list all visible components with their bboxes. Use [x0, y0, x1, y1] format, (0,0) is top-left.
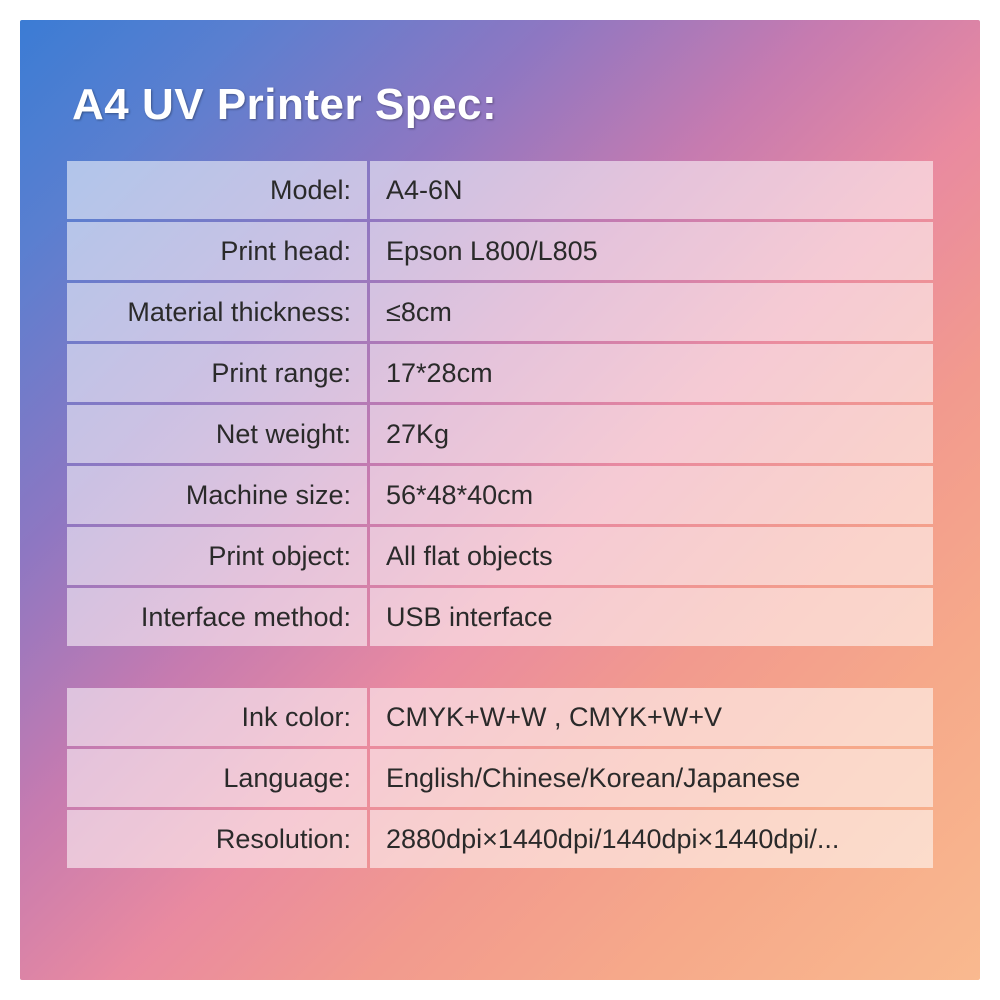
- spec-label: Print range:: [67, 344, 367, 402]
- spec-card: A4 UV Printer Spec: Model: A4-6N Print h…: [20, 20, 980, 980]
- spec-label: Ink color:: [67, 688, 367, 746]
- table-row: Language: English/Chinese/Korean/Japanes…: [67, 749, 933, 807]
- spec-label: Print head:: [67, 222, 367, 280]
- spec-label: Net weight:: [67, 405, 367, 463]
- page-title: A4 UV Printer Spec:: [72, 80, 936, 130]
- spec-value: CMYK+W+W , CMYK+W+V: [370, 688, 933, 746]
- spec-value: 56*48*40cm: [370, 466, 933, 524]
- table-row: Model: A4-6N: [67, 161, 933, 219]
- table-row: Print range: 17*28cm: [67, 344, 933, 402]
- spec-value: All flat objects: [370, 527, 933, 585]
- table-row: Print head: Epson L800/L805: [67, 222, 933, 280]
- table-row: Net weight: 27Kg: [67, 405, 933, 463]
- table-row: Machine size: 56*48*40cm: [67, 466, 933, 524]
- spec-label: Print object:: [67, 527, 367, 585]
- spec-value: Epson L800/L805: [370, 222, 933, 280]
- spec-value: 2880dpi×1440dpi/1440dpi×1440dpi/...: [370, 810, 933, 868]
- spec-table-2: Ink color: CMYK+W+W , CMYK+W+V Language:…: [64, 685, 936, 871]
- spec-table-body-2: Ink color: CMYK+W+W , CMYK+W+V Language:…: [67, 688, 933, 868]
- spec-label: Language:: [67, 749, 367, 807]
- spec-label: Machine size:: [67, 466, 367, 524]
- table-row: Resolution: 2880dpi×1440dpi/1440dpi×1440…: [67, 810, 933, 868]
- spec-value: A4-6N: [370, 161, 933, 219]
- spec-table: Model: A4-6N Print head: Epson L800/L805…: [64, 158, 936, 649]
- spec-label: Material thickness:: [67, 283, 367, 341]
- spec-label: Model:: [67, 161, 367, 219]
- table-row: Material thickness: ≤8cm: [67, 283, 933, 341]
- table-row: Interface method: USB interface: [67, 588, 933, 646]
- table-row: Ink color: CMYK+W+W , CMYK+W+V: [67, 688, 933, 746]
- spec-value: English/Chinese/Korean/Japanese: [370, 749, 933, 807]
- spec-label: Interface method:: [67, 588, 367, 646]
- spec-value: USB interface: [370, 588, 933, 646]
- spec-value: 17*28cm: [370, 344, 933, 402]
- spec-table-body: Model: A4-6N Print head: Epson L800/L805…: [67, 161, 933, 646]
- spec-value: ≤8cm: [370, 283, 933, 341]
- group-gap: [64, 649, 936, 685]
- spec-label: Resolution:: [67, 810, 367, 868]
- spec-value: 27Kg: [370, 405, 933, 463]
- table-row: Print object: All flat objects: [67, 527, 933, 585]
